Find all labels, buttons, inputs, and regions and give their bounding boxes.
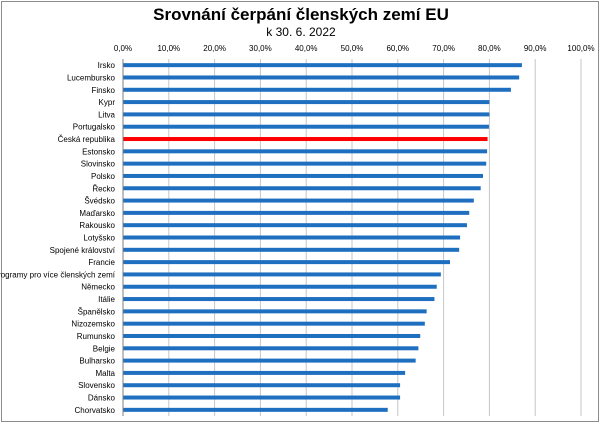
bar: [123, 161, 487, 166]
category-label: Dánsko: [88, 394, 116, 403]
category-labels: Irsko Lucembursko Finsko Kypr Litva Portugals…: [0, 61, 116, 415]
bar: [123, 383, 401, 388]
category-label: Německo: [81, 283, 115, 292]
category-label: Itálie: [98, 295, 115, 304]
category-label: Irsko: [98, 61, 116, 70]
bar: [123, 173, 483, 178]
x-tick-label: 50,0%: [341, 44, 364, 53]
bar: [123, 100, 490, 105]
category-label: Řecko: [92, 184, 115, 193]
category-label: Estonsko: [82, 147, 115, 156]
category-label: Španělsko: [78, 307, 116, 316]
bar: [123, 333, 421, 338]
bar: [123, 223, 467, 228]
bar: [123, 297, 435, 302]
bar: [123, 137, 488, 142]
bar: [123, 358, 416, 363]
bar: [123, 124, 489, 129]
bar: [123, 198, 474, 203]
x-tick-label: 40,0%: [295, 44, 318, 53]
x-axis-tick-labels: 0,0% 10,0% 20,0% 30,0% 40,0% 50,0% 60,0% 70,0% 8…: [114, 44, 595, 53]
chart-title: Srovnání čerpání členských zemí EU: [153, 5, 449, 24]
x-tick-label: 0,0%: [114, 44, 132, 53]
bar: [123, 260, 451, 265]
x-tick-label: 100,0%: [567, 44, 594, 53]
x-tick-label: 70,0%: [432, 44, 455, 53]
x-tick-label: 20,0%: [203, 44, 226, 53]
category-label: Portugalsko: [73, 123, 116, 132]
category-label: Kypr: [99, 98, 116, 107]
bar: [123, 321, 425, 326]
category-label: Česká republika: [58, 135, 116, 144]
bar: [123, 247, 460, 252]
category-label: Spojené království: [50, 246, 116, 255]
bar: [123, 87, 511, 92]
bar: [123, 63, 522, 68]
category-label: Francie: [88, 258, 115, 267]
bar: [123, 112, 490, 117]
x-tick-label: 10,0%: [157, 44, 180, 53]
category-label: Chorvatsko: [75, 406, 116, 415]
category-label: Nizozemsko: [71, 320, 115, 329]
bar: [123, 75, 520, 80]
category-label: Finsko: [91, 86, 115, 95]
bar: [123, 407, 388, 412]
category-label: Litva: [98, 110, 115, 119]
category-label: Slovinsko: [81, 160, 116, 169]
x-tick-label: 30,0%: [249, 44, 272, 53]
bar: [123, 210, 470, 215]
category-label: Maďarsko: [79, 209, 115, 218]
category-label: Švédsko: [84, 197, 115, 206]
category-label: Malta: [95, 369, 115, 378]
bar: [123, 284, 437, 289]
x-tick-label: 90,0%: [524, 44, 547, 53]
x-tick-label: 80,0%: [478, 44, 501, 53]
category-label: Polsko: [91, 172, 116, 181]
bar: [123, 186, 481, 191]
bar: [123, 395, 401, 400]
bars: [123, 63, 522, 412]
category-label: Rumunsko: [77, 332, 116, 341]
category-label: Lucembursko: [67, 73, 116, 82]
bar: [123, 149, 488, 154]
category-label: Belgie: [93, 344, 116, 353]
bar: [123, 309, 427, 314]
category-label: Bulharsko: [79, 357, 115, 366]
category-label: Programy pro více členských zemí: [0, 270, 116, 279]
bar: [123, 346, 419, 351]
bar: [123, 272, 441, 277]
x-tick-label: 60,0%: [386, 44, 409, 53]
bar: [123, 370, 406, 375]
category-label: Rakousko: [79, 221, 115, 230]
category-label: Lotyšsko: [83, 234, 115, 243]
category-label: Slovensko: [78, 381, 115, 390]
bar: [123, 235, 461, 240]
chart-subtitle: k 30. 6. 2022: [266, 25, 336, 39]
